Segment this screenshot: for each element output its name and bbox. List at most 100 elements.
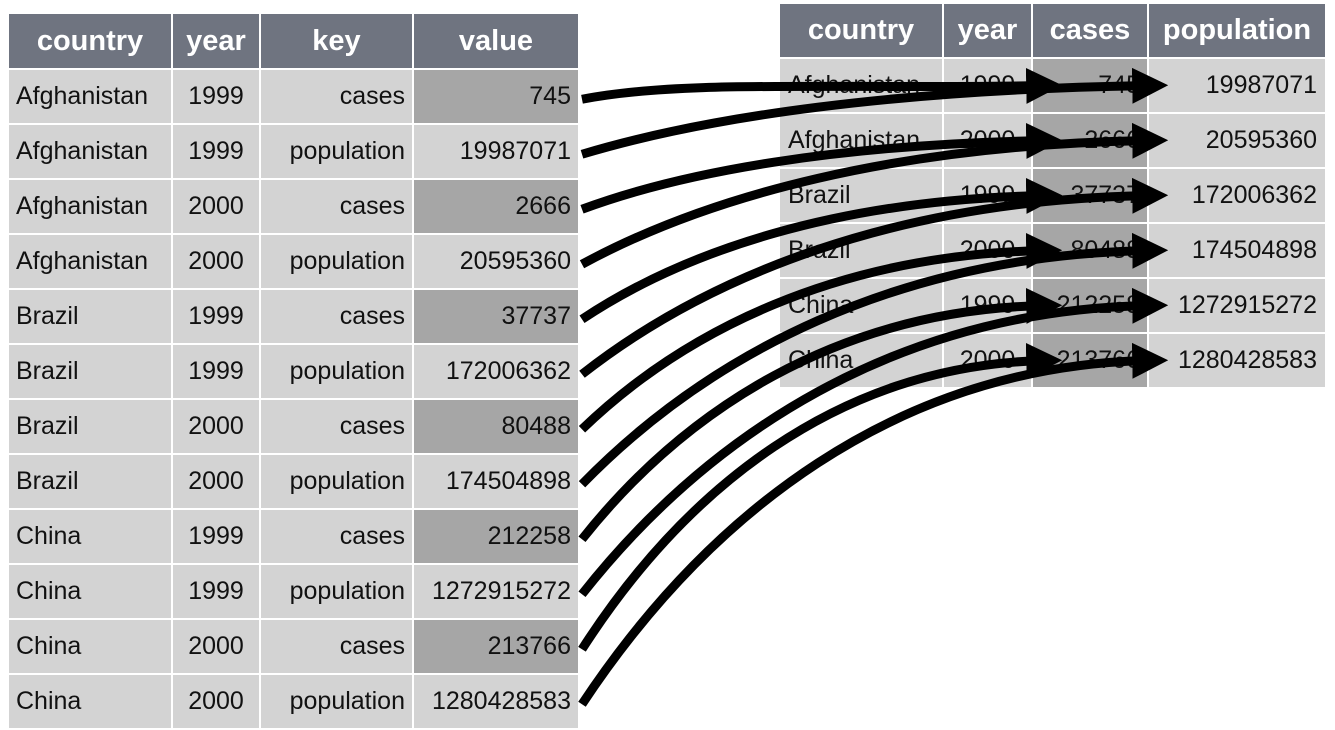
long-cell-key: cases [259, 68, 414, 125]
long-cell-key: population [259, 123, 414, 180]
long-table-header-row: country year key value [7, 12, 580, 70]
long-cell-country: Brazil [7, 398, 173, 455]
wide-table-row: Brazil 1999 37737 172006362 [778, 167, 1327, 224]
long-header-key: key [259, 12, 414, 70]
long-table-row: China 2000 cases 213766 [7, 618, 580, 675]
long-cell-country: Afghanistan [7, 178, 173, 235]
wide-cell-population: 19987071 [1147, 57, 1327, 114]
wide-cell-population: 1280428583 [1147, 332, 1327, 389]
long-cell-value: 213766 [412, 618, 580, 675]
wide-cell-year: 1999 [942, 57, 1033, 114]
long-cell-value: 19987071 [412, 123, 580, 180]
long-cell-year: 1999 [171, 68, 261, 125]
long-cell-value: 212258 [412, 508, 580, 565]
long-cell-country: China [7, 618, 173, 675]
long-table-row: China 1999 cases 212258 [7, 508, 580, 565]
long-cell-value: 174504898 [412, 453, 580, 510]
long-header-value: value [412, 12, 580, 70]
wide-cell-population: 172006362 [1147, 167, 1327, 224]
wide-cell-cases: 2666 [1031, 112, 1149, 169]
long-table-row: Afghanistan 1999 population 19987071 [7, 123, 580, 180]
wide-header-country: country [778, 2, 944, 59]
long-cell-key: population [259, 343, 414, 400]
long-cell-country: Brazil [7, 288, 173, 345]
long-cell-key: cases [259, 398, 414, 455]
long-format-table: country year key value Afghanistan 1999 ca… [7, 12, 580, 730]
wide-table-row: Afghanistan 1999 745 19987071 [778, 57, 1327, 114]
wide-cell-country: Brazil [778, 222, 944, 279]
wide-cell-year: 2000 [942, 332, 1033, 389]
long-cell-key: cases [259, 178, 414, 235]
long-cell-key: cases [259, 508, 414, 565]
long-table-row: China 2000 population 1280428583 [7, 673, 580, 730]
long-cell-value: 172006362 [412, 343, 580, 400]
wide-table-row: Brazil 2000 80488 174504898 [778, 222, 1327, 279]
long-cell-key: population [259, 453, 414, 510]
long-cell-country: Afghanistan [7, 233, 173, 290]
pivot-arrow [578, 342, 1063, 652]
long-cell-country: Brazil [7, 453, 173, 510]
wide-table-row: China 2000 213766 1280428583 [778, 332, 1327, 389]
long-cell-value: 37737 [412, 288, 580, 345]
long-table-row: Brazil 1999 population 172006362 [7, 343, 580, 400]
long-cell-key: population [259, 563, 414, 620]
wide-cell-country: Brazil [778, 167, 944, 224]
long-cell-value: 20595360 [412, 233, 580, 290]
long-cell-year: 2000 [171, 398, 261, 455]
wide-cell-year: 2000 [942, 222, 1033, 279]
long-cell-year: 2000 [171, 453, 261, 510]
wide-cell-population: 20595360 [1147, 112, 1327, 169]
wide-format-table: country year cases population Afghanista… [778, 2, 1327, 389]
wide-cell-cases: 212258 [1031, 277, 1149, 334]
long-cell-country: China [7, 673, 173, 730]
long-cell-country: China [7, 508, 173, 565]
long-table-row: Brazil 1999 cases 37737 [7, 288, 580, 345]
wide-table-header-row: country year cases population [778, 2, 1327, 59]
wide-cell-year: 2000 [942, 112, 1033, 169]
long-cell-year: 2000 [171, 673, 261, 730]
long-cell-country: Brazil [7, 343, 173, 400]
wide-cell-year: 1999 [942, 277, 1033, 334]
long-cell-value: 2666 [412, 178, 580, 235]
long-table-row: Afghanistan 2000 population 20595360 [7, 233, 580, 290]
wide-cell-population: 1272915272 [1147, 277, 1327, 334]
long-table-row: Brazil 2000 cases 80488 [7, 398, 580, 455]
wide-header-population: population [1147, 2, 1327, 59]
long-header-year: year [171, 12, 261, 70]
long-cell-year: 1999 [171, 343, 261, 400]
pivot-arrow [578, 342, 1169, 707]
wide-cell-cases: 745 [1031, 57, 1149, 114]
long-cell-year: 2000 [171, 233, 261, 290]
long-cell-year: 1999 [171, 123, 261, 180]
long-table-row: Brazil 2000 population 174504898 [7, 453, 580, 510]
long-cell-country: China [7, 563, 173, 620]
wide-table-row: China 1999 212258 1272915272 [778, 277, 1327, 334]
long-cell-year: 1999 [171, 563, 261, 620]
long-cell-value: 745 [412, 68, 580, 125]
long-cell-key: population [259, 233, 414, 290]
long-cell-country: Afghanistan [7, 68, 173, 125]
long-cell-key: cases [259, 288, 414, 345]
long-cell-year: 2000 [171, 618, 261, 675]
wide-cell-year: 1999 [942, 167, 1033, 224]
wide-cell-country: Afghanistan [778, 57, 944, 114]
long-table-row: Afghanistan 2000 cases 2666 [7, 178, 580, 235]
long-cell-key: cases [259, 618, 414, 675]
wide-header-cases: cases [1031, 2, 1149, 59]
long-table-row: China 1999 population 1272915272 [7, 563, 580, 620]
wide-cell-country: Afghanistan [778, 112, 944, 169]
wide-cell-cases: 213766 [1031, 332, 1149, 389]
wide-cell-country: China [778, 277, 944, 334]
long-header-country: country [7, 12, 173, 70]
wide-cell-country: China [778, 332, 944, 389]
wide-table-row: Afghanistan 2000 2666 20595360 [778, 112, 1327, 169]
long-cell-year: 2000 [171, 178, 261, 235]
wide-cell-population: 174504898 [1147, 222, 1327, 279]
long-cell-country: Afghanistan [7, 123, 173, 180]
wide-cell-cases: 80488 [1031, 222, 1149, 279]
wide-cell-cases: 37737 [1031, 167, 1149, 224]
wide-header-year: year [942, 2, 1033, 59]
long-cell-value: 1272915272 [412, 563, 580, 620]
long-cell-value: 1280428583 [412, 673, 580, 730]
long-cell-year: 1999 [171, 288, 261, 345]
